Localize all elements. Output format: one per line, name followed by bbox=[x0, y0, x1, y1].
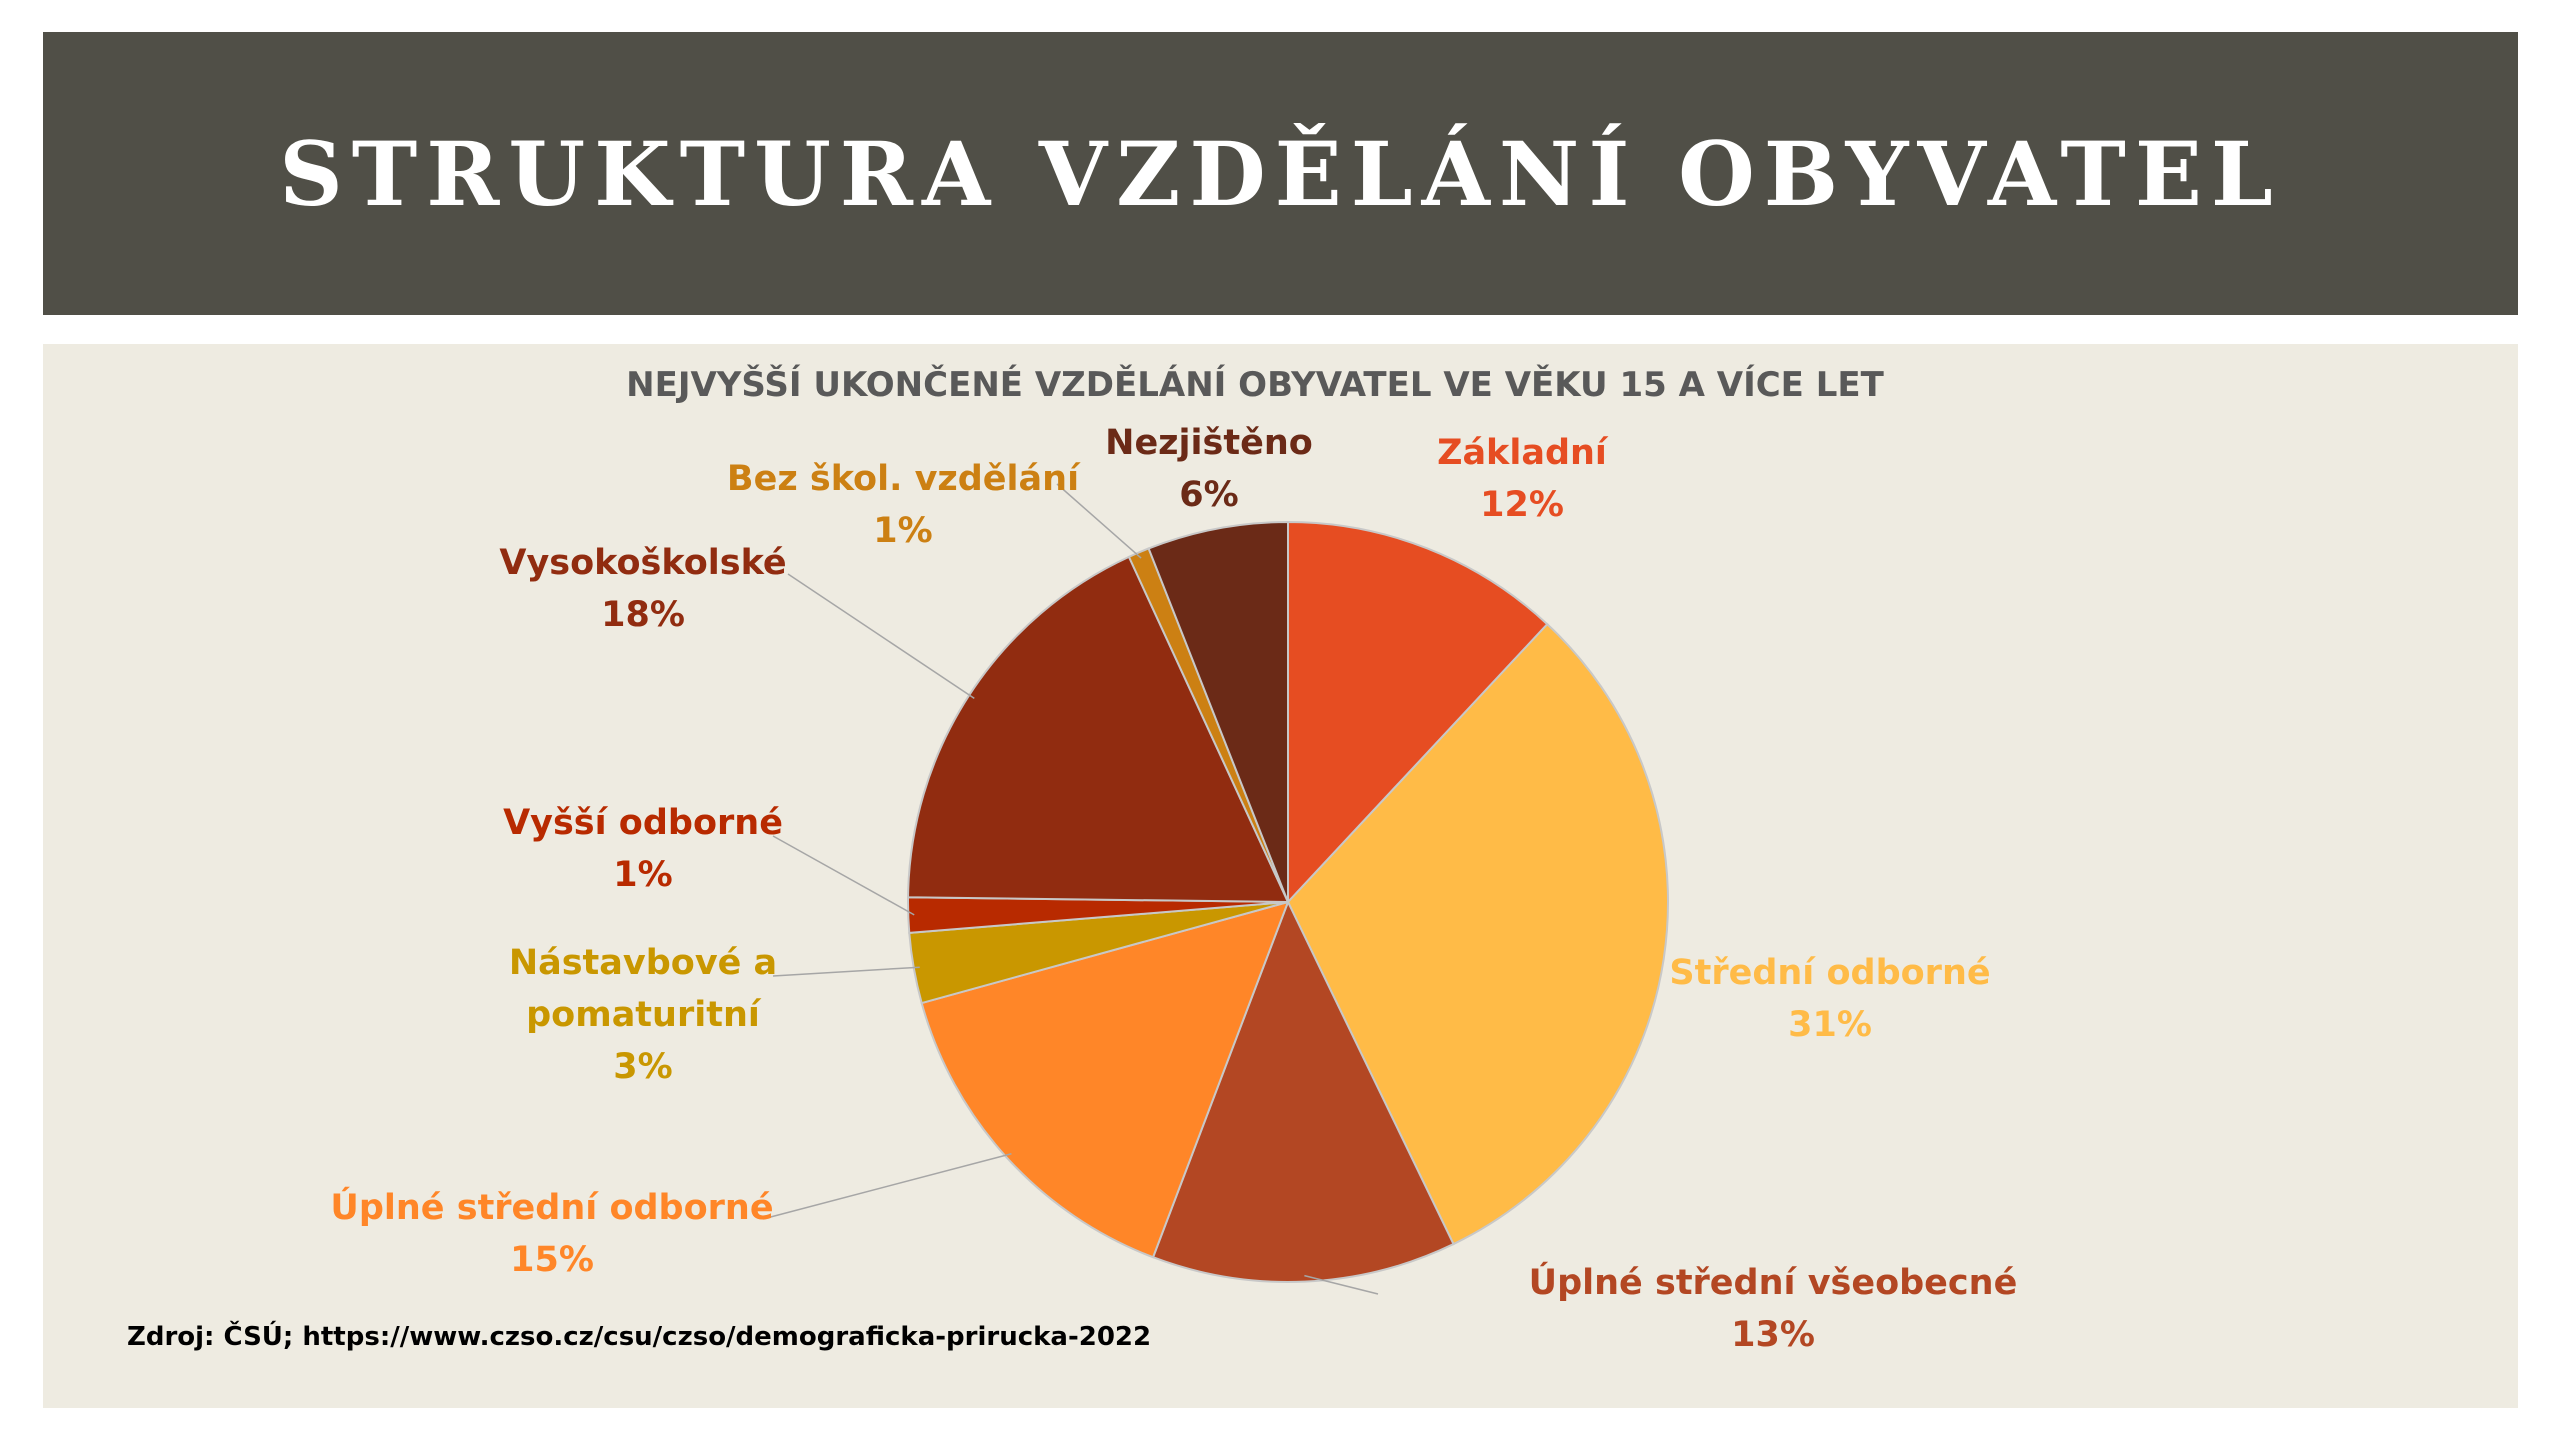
pie-slice-3 bbox=[920, 900, 1290, 1259]
leader-line-7 bbox=[1056, 483, 1142, 559]
slice-label-name-1: Střední odborné bbox=[1669, 953, 1990, 993]
chart-title: NEJVYŠŠÍ UKONČENÉ VZDĚLÁNÍ OBYVATEL VE V… bbox=[626, 364, 1884, 405]
pie-chart: NEJVYŠŠÍ UKONČENÉ VZDĚLÁNÍ OBYVATEL VE V… bbox=[127, 364, 2017, 1355]
slice-label-value-1: 31% bbox=[1788, 1005, 1872, 1045]
pie-slice-1 bbox=[1286, 622, 1669, 1246]
slide-title: STRUKTURA VZDĚLÁNÍ OBYVATEL bbox=[279, 121, 2282, 226]
slice-label-name-8: Nezjištěno bbox=[1105, 423, 1313, 463]
slice-label-name-3: Úplné střední odborné bbox=[330, 1186, 773, 1228]
leader-line-5 bbox=[772, 835, 915, 916]
slice-label-1: Střední odborné 31% bbox=[1669, 953, 1990, 1045]
leader-line-3 bbox=[762, 1153, 1012, 1220]
slice-label-name-0: Základní bbox=[1437, 433, 1609, 473]
chart-panel: NEJVYŠŠÍ UKONČENÉ VZDĚLÁNÍ OBYVATEL VE V… bbox=[43, 344, 2518, 1408]
slice-label-value-2: 13% bbox=[1731, 1315, 1815, 1355]
leader-lines bbox=[762, 483, 1379, 1295]
leader-line-4 bbox=[772, 966, 920, 977]
slice-label-name-4: pomaturitní bbox=[526, 995, 762, 1035]
slice-label-name-6: Vysokoškolské bbox=[499, 543, 786, 583]
pie-slice-2 bbox=[1151, 899, 1455, 1283]
slice-label-2: Úplné střední všeobecné 13% bbox=[1529, 1261, 2018, 1355]
slice-label-value-5: 1% bbox=[613, 855, 672, 895]
slice-label-value-0: 12% bbox=[1480, 485, 1564, 525]
pie-slices bbox=[907, 520, 1669, 1283]
source-note: Zdroj: ČSÚ; https://www.czso.cz/csu/czso… bbox=[127, 1320, 1151, 1352]
slice-label-7: Bez škol. vzdělání 1% bbox=[727, 459, 1081, 551]
slice-label-5: Vyšší odborné 1% bbox=[503, 803, 783, 895]
slice-label-value-7: 1% bbox=[873, 511, 932, 551]
slice-label-name-7: Bez škol. vzdělání bbox=[727, 459, 1081, 499]
pie-slice-0 bbox=[1287, 520, 1549, 905]
pie-slice-8 bbox=[1147, 520, 1289, 903]
slice-label-value-6: 18% bbox=[601, 595, 685, 635]
slice-label-name-5: Vyšší odborné bbox=[503, 803, 783, 843]
slice-label-4: Nástavbové a pomaturitní 3% bbox=[509, 943, 777, 1087]
leader-line-6 bbox=[787, 573, 975, 699]
slice-label-name-2: Úplné střední všeobecné bbox=[1529, 1261, 2018, 1303]
slice-label-0: Základní 12% bbox=[1437, 433, 1609, 525]
slice-label-6: Vysokoškolské 18% bbox=[499, 543, 786, 635]
slice-label-3: Úplné střední odborné 15% bbox=[330, 1186, 773, 1280]
leader-line-2 bbox=[1304, 1274, 1379, 1295]
slice-label-value-8: 6% bbox=[1179, 475, 1238, 515]
slice-labels: Základní 12% Střední odborné 31% Úplné střed… bbox=[330, 423, 2017, 1355]
title-bar: STRUKTURA VZDĚLÁNÍ OBYVATEL bbox=[43, 32, 2518, 315]
slice-label-8: Nezjištěno 6% bbox=[1105, 423, 1313, 515]
slice-label-value-4: 3% bbox=[613, 1047, 672, 1087]
slice-label-name-4: Nástavbové a bbox=[509, 943, 777, 983]
slice-label-value-3: 15% bbox=[510, 1240, 594, 1280]
